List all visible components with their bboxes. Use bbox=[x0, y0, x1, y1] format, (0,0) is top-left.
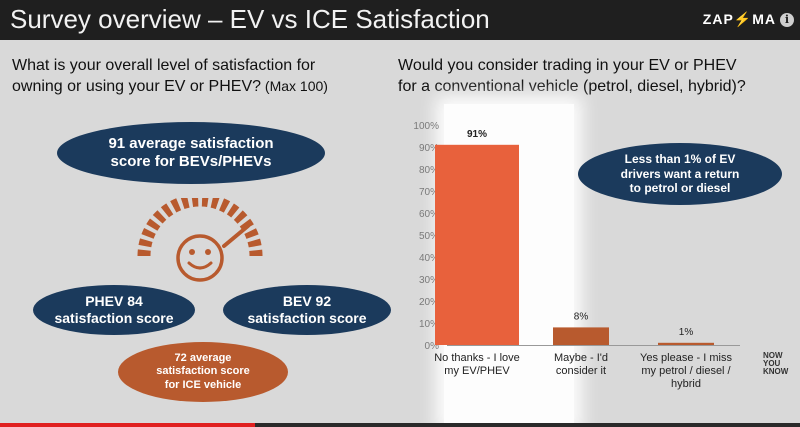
bar bbox=[658, 342, 714, 345]
ice-bubble-line-1: 72 average bbox=[174, 352, 232, 365]
bar bbox=[553, 327, 609, 345]
gauge-arc bbox=[137, 198, 263, 257]
zapmap-logo: ZAP⚡MA bbox=[703, 11, 776, 28]
bev-bubble-line-2: satisfaction score bbox=[247, 310, 367, 326]
left-question-suffix: (Max 100) bbox=[261, 78, 328, 94]
y-tick-label: 0% bbox=[425, 341, 440, 352]
bar-data-label: 1% bbox=[679, 327, 694, 338]
y-tick-label: 50% bbox=[419, 231, 439, 242]
right-question: Would you consider trading in your EV or… bbox=[398, 55, 746, 97]
satisfaction-gauge-smiley-icon bbox=[137, 198, 263, 282]
y-tick-label: 80% bbox=[419, 165, 439, 176]
y-tick-label: 20% bbox=[419, 297, 439, 308]
bar-data-label: 91% bbox=[467, 129, 487, 140]
x-category-label: my EV/PHEV bbox=[444, 365, 510, 377]
right-question-line-2: for a conventional vehicle (petrol, dies… bbox=[398, 78, 746, 95]
bar-data-label: 8% bbox=[574, 311, 589, 322]
left-question-line-2: owning or using your EV or PHEV? bbox=[12, 78, 262, 95]
y-tick-label: 70% bbox=[419, 187, 439, 198]
average-bubble-line-2: score for BEVs/PHEVs bbox=[110, 153, 272, 170]
ice-bubble-line-3: for ICE vehicle bbox=[164, 378, 242, 391]
bev-score-bubble: BEV 92 satisfaction score bbox=[223, 285, 391, 335]
x-category-label: Maybe - I'd bbox=[554, 352, 608, 364]
video-progress-played bbox=[0, 423, 255, 427]
badge-word-3: KNOW bbox=[763, 367, 789, 376]
y-tick-label: 60% bbox=[419, 209, 439, 220]
info-icon[interactable]: i bbox=[780, 13, 794, 27]
logo-text-ma: MA bbox=[752, 11, 776, 27]
y-tick-label: 90% bbox=[419, 143, 439, 154]
y-tick-label: 30% bbox=[419, 275, 439, 286]
trade-in-bar-chart: 0% 10% 20% 30% 40% 50% 60% 70% 80% 90% 100% 91% No t… bbox=[413, 121, 740, 390]
y-tick-label: 100% bbox=[413, 121, 439, 132]
callout-line-3: to petrol or diesel bbox=[629, 181, 731, 196]
now-you-know-badge: NOW YOU KNOW bbox=[763, 351, 789, 422]
average-satisfaction-bubble: 91 average satisfaction score for BEVs/P… bbox=[57, 122, 325, 184]
smiley-left-eye bbox=[189, 249, 195, 255]
x-category-label: hybrid bbox=[671, 378, 701, 390]
x-category-label: consider it bbox=[556, 365, 606, 377]
y-tick-label: 10% bbox=[419, 319, 439, 330]
y-tick-label: 40% bbox=[419, 253, 439, 264]
ice-bubble-line-2: satisfaction score bbox=[156, 365, 250, 378]
badge-word-1: NOW bbox=[763, 351, 783, 360]
x-category-label: No thanks - I love bbox=[434, 352, 520, 364]
smiley-face bbox=[176, 234, 224, 282]
video-progress-bar[interactable] bbox=[0, 423, 800, 427]
left-question-line-1: What is your overall level of satisfacti… bbox=[12, 57, 316, 74]
callout-line-2: drivers want a return bbox=[620, 166, 740, 181]
left-question: What is your overall level of satisfacti… bbox=[12, 55, 328, 97]
x-category-label: Yes please - I miss bbox=[640, 352, 732, 364]
smiley-mouth bbox=[187, 261, 213, 270]
phev-score-bubble: PHEV 84 satisfaction score bbox=[33, 285, 195, 335]
ice-score-bubble: 72 average satisfaction score for ICE ve… bbox=[118, 342, 288, 402]
bar bbox=[435, 144, 519, 345]
slide-title: Survey overview – EV vs ICE Satisfaction bbox=[10, 4, 490, 34]
callout-line-1: Less than 1% of EV bbox=[624, 152, 736, 167]
smiley-right-eye bbox=[205, 249, 211, 255]
phev-bubble-line-1: PHEV 84 bbox=[85, 293, 143, 310]
average-bubble-line-1: 91 average satisfaction bbox=[108, 135, 274, 152]
x-category-label: my petrol / diesel / bbox=[641, 365, 731, 377]
gauge-needle bbox=[222, 224, 250, 248]
bev-bubble-line-1: BEV 92 bbox=[282, 293, 332, 310]
callout-bubble: Less than 1% of EV drivers want a return… bbox=[578, 143, 782, 205]
right-question-line-1: Would you consider trading in your EV or… bbox=[398, 57, 737, 74]
logo-text-zap: ZAP bbox=[702, 11, 734, 27]
badge-word-2: YOU bbox=[763, 359, 781, 368]
phev-bubble-line-2: satisfaction score bbox=[54, 310, 174, 326]
lightning-bolt-icon: ⚡ bbox=[733, 11, 753, 27]
title-bar: Survey overview – EV vs ICE Satisfaction… bbox=[0, 0, 800, 40]
